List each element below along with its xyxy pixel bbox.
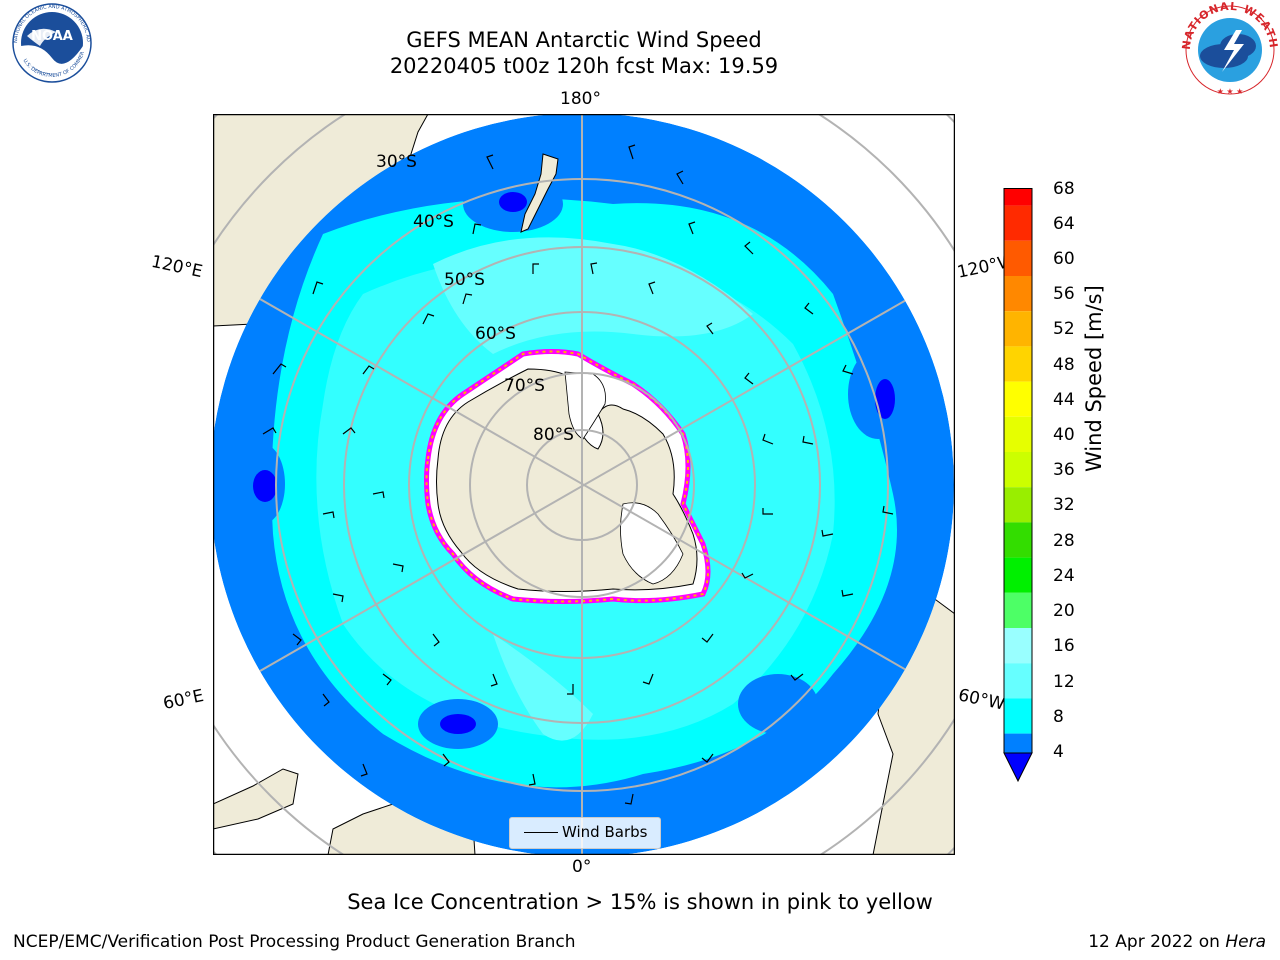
polar-map [213, 114, 955, 855]
lat-label-30s: 30°S [376, 152, 417, 172]
colorbar-tick: 52 [1053, 319, 1075, 339]
footer-date: 12 Apr 2022 on Hera [1088, 932, 1266, 952]
lat-label-80s: 80°S [533, 425, 574, 445]
colorbar-tick: 56 [1053, 284, 1075, 304]
map-legend: Wind Barbs [509, 817, 661, 849]
chart-subtitle: 20220405 t00z 120h fcst Max: 19.59 [389, 54, 779, 78]
colorbar-tick: 40 [1053, 425, 1075, 445]
footer-date-text: 12 Apr 2022 on [1088, 932, 1226, 952]
chart-title: GEFS MEAN Antarctic Wind Speed [406, 28, 762, 52]
colorbar-tick: 28 [1053, 531, 1075, 551]
lon-label-60e: 60°E [161, 685, 206, 715]
wind-barbs [262, 144, 894, 805]
svg-text:NOAA: NOAA [31, 29, 73, 44]
lon-label-0: 0° [572, 857, 592, 877]
colorbar-label: Wind Speed [m/s] [1082, 285, 1106, 472]
colorbar-tick: 60 [1053, 249, 1075, 269]
lon-label-180: 180° [560, 89, 601, 109]
nws-logo: NATIONAL WEATHER SERVICE ★ ★ ★ [1173, 0, 1280, 102]
footer-machine: Hera [1225, 932, 1266, 952]
lat-label-40s: 40°S [413, 212, 454, 232]
colorbar-tick: 20 [1053, 601, 1075, 621]
colorbar-tick: 12 [1053, 672, 1075, 692]
lat-label-50s: 50°S [444, 270, 485, 290]
colorbar-tick: 8 [1053, 707, 1064, 727]
lat-label-70s: 70°S [504, 376, 545, 396]
sea-ice-note: Sea Ice Concentration > 15% is shown in … [347, 890, 933, 914]
colorbar-tick: 36 [1053, 460, 1075, 480]
weddell-ice-shelf [620, 502, 684, 585]
noaa-logo: NOAA NATIONAL OCEANIC AND ATMOSPHERIC AD… [0, 0, 104, 88]
legend-label: Wind Barbs [562, 823, 648, 841]
lat-label-60s: 60°S [475, 324, 516, 344]
colorbar-tick: 4 [1053, 742, 1064, 762]
footer-credit: NCEP/EMC/Verification Post Processing Pr… [13, 932, 576, 952]
graticule [213, 114, 954, 855]
new-zealand-land [520, 153, 559, 233]
svg-text:★ ★ ★: ★ ★ ★ [1217, 87, 1244, 96]
colorbar-tick: 44 [1053, 390, 1075, 410]
lon-label-60w: 60°W [956, 685, 1007, 715]
colorbar-tick: 68 [1053, 179, 1075, 199]
colorbar-tick: 48 [1053, 355, 1075, 375]
ross-ice-shelf [564, 371, 606, 440]
wind-barb-legend-line [524, 832, 558, 833]
colorbar-tick: 16 [1053, 636, 1075, 656]
colorbar-tick: 64 [1053, 214, 1075, 234]
colorbar-tick: 32 [1053, 495, 1075, 515]
lon-label-120e: 120°E [149, 251, 205, 283]
colorbar-tick: 24 [1053, 566, 1075, 586]
colorbar [1003, 188, 1037, 787]
